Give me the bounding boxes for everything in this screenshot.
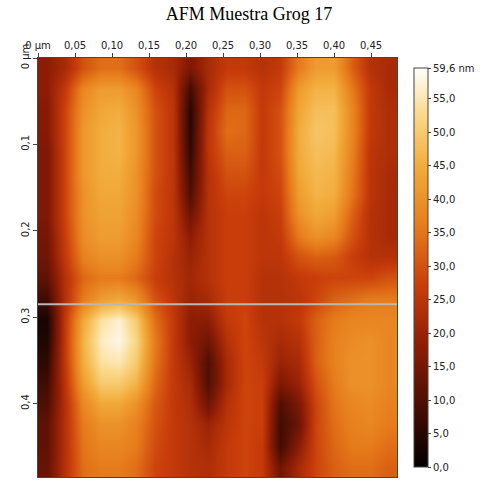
svg-text:50,0: 50,0: [433, 127, 455, 138]
svg-text:25,0: 25,0: [433, 294, 455, 305]
svg-text:30,0: 30,0: [433, 261, 455, 272]
svg-text:45,0: 45,0: [433, 160, 455, 171]
svg-text:0 µm: 0 µm: [20, 44, 31, 70]
svg-text:0,4: 0,4: [20, 394, 31, 410]
svg-text:0,2: 0,2: [20, 221, 31, 237]
svg-text:0,3: 0,3: [20, 308, 31, 324]
svg-text:40,0: 40,0: [433, 194, 455, 205]
svg-text:0,20: 0,20: [175, 40, 197, 51]
svg-text:20,0: 20,0: [433, 328, 455, 339]
svg-text:0,35: 0,35: [286, 40, 308, 51]
svg-text:35,0: 35,0: [433, 227, 455, 238]
svg-text:0,10: 0,10: [101, 40, 123, 51]
svg-text:0 µm: 0 µm: [25, 40, 51, 51]
svg-text:55,0: 55,0: [433, 93, 455, 104]
svg-text:0,1: 0,1: [20, 135, 31, 151]
svg-text:0,45: 0,45: [360, 40, 382, 51]
svg-text:0,15: 0,15: [138, 40, 160, 51]
svg-text:AFM Muestra Grog 17: AFM Muestra Grog 17: [166, 4, 333, 24]
svg-text:10,0: 10,0: [433, 395, 455, 406]
svg-text:0,05: 0,05: [64, 40, 86, 51]
svg-text:15,0: 15,0: [433, 361, 455, 372]
svg-text:0,0: 0,0: [433, 462, 449, 473]
svg-text:5,0: 5,0: [433, 428, 449, 439]
svg-text:0,30: 0,30: [249, 40, 271, 51]
svg-text:0,40: 0,40: [323, 40, 345, 51]
svg-text:0,25: 0,25: [212, 40, 234, 51]
svg-text:59,6 nm: 59,6 nm: [433, 63, 475, 74]
